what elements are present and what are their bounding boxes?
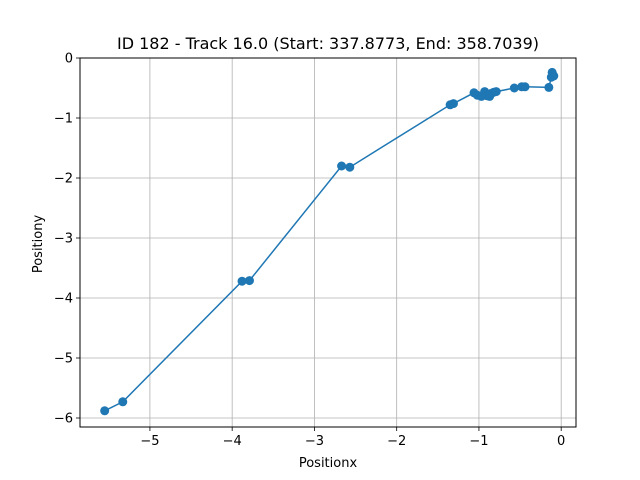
data-point: [547, 67, 557, 77]
data-point: [100, 406, 110, 416]
x-tick-label: −1: [469, 434, 488, 449]
y-tick-label: −1: [54, 112, 73, 127]
x-tick-label: −4: [223, 434, 242, 449]
plot-frame: [79, 57, 577, 428]
y-tick-label: −5: [54, 352, 73, 367]
y-axis-label: Positiony: [31, 215, 46, 274]
data-point: [448, 99, 458, 109]
x-tick-label: 0: [557, 434, 565, 449]
data-point: [491, 87, 501, 97]
data-point: [345, 162, 355, 172]
x-axis-label: Positionx: [299, 456, 358, 471]
y-tick-label: 0: [65, 52, 73, 67]
y-tick-label: −3: [54, 232, 73, 247]
y-tick-label: −2: [54, 172, 73, 187]
data-point: [244, 276, 254, 286]
x-tick-label: −5: [140, 434, 159, 449]
data-point: [118, 397, 128, 407]
data-point: [544, 82, 554, 92]
data-point: [520, 82, 530, 92]
x-tick-label: −3: [305, 434, 324, 449]
data-point: [337, 161, 347, 171]
series-line: [104, 72, 555, 412]
data-series: [100, 67, 559, 416]
y-tick-label: −4: [54, 292, 73, 307]
x-tick-label: −2: [387, 434, 406, 449]
y-tick-label: −6: [54, 412, 73, 427]
data-point: [237, 276, 247, 286]
data-point: [509, 83, 519, 93]
chart-title: ID 182 - Track 16.0 (Start: 337.8773, En…: [117, 34, 539, 53]
axis-ticks: −5 −4 −3 −2 −1 0 −6 −5 −4 −3 −2 −1 0: [54, 52, 566, 450]
gridlines: [80, 57, 576, 427]
